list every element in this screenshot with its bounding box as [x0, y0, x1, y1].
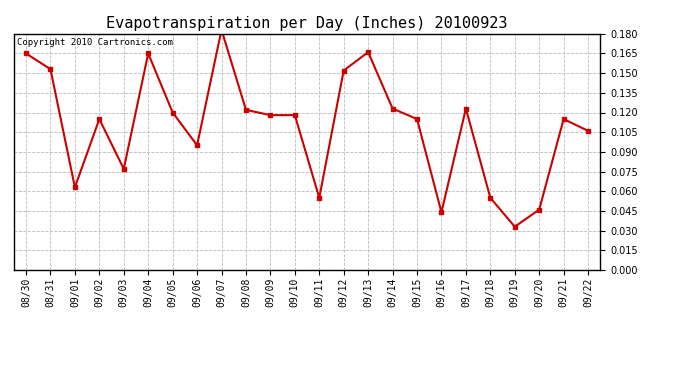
Title: Evapotranspiration per Day (Inches) 20100923: Evapotranspiration per Day (Inches) 2010…	[106, 16, 508, 31]
Text: Copyright 2010 Cartronics.com: Copyright 2010 Cartronics.com	[17, 39, 172, 48]
